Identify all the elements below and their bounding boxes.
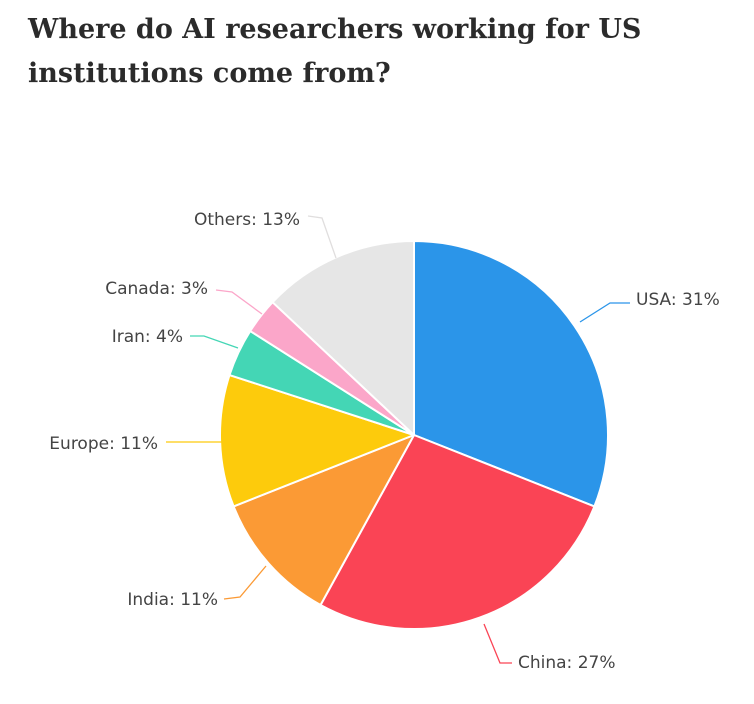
leader-line-1	[483, 623, 512, 664]
label-leader-lines	[166, 215, 630, 664]
leader-line-2	[223, 565, 267, 600]
slice-label-1: China: 27%	[518, 653, 615, 673]
pie-slice-2	[232, 434, 415, 606]
leader-line-0	[579, 302, 630, 323]
pie-slice-1	[319, 434, 596, 630]
pie-slices	[219, 240, 609, 630]
slice-label-0: USA: 31%	[636, 290, 720, 310]
pie-slice-6	[271, 240, 415, 436]
slice-label-6: Others: 13%	[194, 210, 300, 230]
leader-line-5	[215, 289, 263, 315]
leader-line-4	[190, 335, 239, 349]
slice-label-4: Iran: 4%	[112, 327, 183, 347]
slice-labels: USA: 31% China: 27% India: 11% Europe: 11% I…	[49, 210, 720, 673]
slice-label-3: Europe: 11%	[49, 434, 158, 454]
slice-label-2: India: 11%	[127, 590, 218, 610]
pie-slice-3	[219, 374, 415, 508]
slice-label-5: Canada: 3%	[105, 279, 208, 299]
pie-slice-0	[413, 240, 609, 508]
leader-line-6	[307, 215, 337, 259]
chart-title: Where do AI researchers working for US i…	[28, 14, 642, 89]
